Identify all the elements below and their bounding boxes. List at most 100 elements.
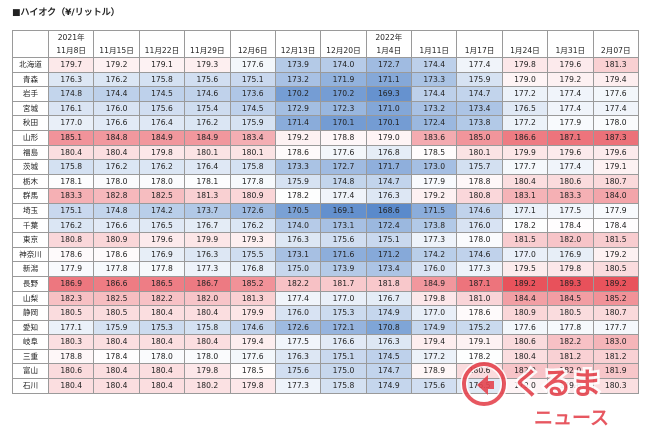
price-cell: 172.6 [229,202,276,219]
price-cell: 180.4 [138,363,186,380]
prefecture-cell: 群馬 [12,188,49,204]
price-cell: 189.3 [547,275,594,292]
price-cell: 184.9 [138,129,186,146]
prefecture-cell: 栃木 [12,173,49,190]
price-cell: 184.5 [547,290,594,307]
price-cell: 180.4 [93,144,140,161]
price-cell: 180.3 [592,378,639,394]
price-cell: 178.6 [47,246,95,263]
price-cell: 175.9 [229,115,276,131]
price-cell: 179.8 [501,57,549,73]
prefecture-cell: 福島 [12,144,49,161]
price-cell: 179.6 [547,57,594,73]
price-cell: 178.1 [47,173,95,190]
price-cell: 173.9 [274,57,322,73]
price-cell: 177.6 [229,348,276,365]
price-cell: 174.6 [184,86,231,102]
price-cell: 174.6 [456,246,503,263]
price-cell: 170.5 [274,202,322,219]
price-cell: 174.6 [456,202,503,219]
price-cell: 177.5 [547,202,594,219]
price-cell: 175.6 [410,378,458,394]
prefecture-cell: 岩手 [12,86,49,102]
prefecture-cell: 東京 [12,232,49,248]
price-cell: 179.8 [138,144,186,161]
prefecture-cell: 愛知 [12,319,49,336]
price-cell: 180.4 [47,144,95,161]
header-date: 1月31日 [547,44,594,58]
price-cell: 181.8 [365,275,413,292]
header-year [547,30,594,44]
header-year [184,30,231,44]
price-cell: 175.8 [138,71,186,88]
header-date: 12月6日 [229,44,276,58]
price-cell: 177.7 [501,159,549,175]
header-date: 2月07日 [592,44,639,58]
price-cell: 180.4 [47,378,95,394]
price-cell: 181.3 [229,290,276,307]
price-cell: 183.4 [229,129,276,146]
price-cell: 177.1 [47,319,95,336]
price-cell: 178.4 [592,217,639,234]
price-cell: 173.4 [365,261,413,277]
price-cell: 186.6 [93,275,140,292]
price-cell: 178.0 [138,173,186,190]
price-cell: 176.8 [365,144,413,161]
header-year [320,30,367,44]
price-cell: 180.4 [93,363,140,380]
price-cell: 171.0 [365,100,413,117]
price-cell: 173.2 [274,71,322,88]
price-cell: 178.9 [410,363,458,380]
price-cell: 177.0 [320,290,367,307]
price-cell: 177.0 [47,115,95,131]
price-cell: 179.0 [501,71,549,88]
price-cell: 179.2 [592,246,639,263]
price-cell: 173.2 [410,100,458,117]
price-cell: 186.5 [138,275,186,292]
price-cell: 175.9 [274,173,322,190]
prefecture-cell: 岐阜 [12,334,49,350]
price-cell: 177.4 [547,86,594,102]
header-date: 1月11日 [410,44,458,58]
price-cell: 176.7 [184,217,231,234]
price-cell: 177.0 [501,246,549,263]
price-cell: 181.2 [547,348,594,365]
price-cell: 177.8 [93,261,140,277]
price-cell: 182.0 [547,232,594,248]
price-cell: 170.1 [365,115,413,131]
price-cell: 175.8 [47,159,95,175]
prefecture-cell: 神奈川 [12,246,49,263]
table-row: 青森 176.3 176.2 175.8 175.6 175.1 173.2 171.9 171… [12,71,639,88]
price-cell: 175.1 [320,348,367,365]
table-row: 茨城 175.8 176.2 176.2 176.4 175.8 173.3 172.7 171… [12,159,639,175]
price-cell: 172.4 [410,115,458,131]
price-cell: 179.8 [547,261,594,277]
price-cell: 173.0 [410,159,458,175]
price-cell: 177.8 [229,173,276,190]
price-cell: 171.9 [320,71,367,88]
table-row: 東京 180.8 180.9 179.6 179.9 179.3 176.3 175.6 175… [12,232,639,248]
price-cell: 176.3 [184,246,231,263]
price-cell: 173.3 [410,71,458,88]
price-cell: 177.6 [592,86,639,102]
price-cell: 177.9 [592,202,639,219]
price-cell: 172.1 [320,319,367,336]
price-cell: 178.6 [274,144,322,161]
price-cell: 176.2 [93,71,140,88]
table-row: 埼玉 175.1 174.8 174.2 173.7 172.6 170.5 169.1 168… [12,202,639,219]
table-body: 北海道 179.7 179.2 179.1 179.3 177.6 173.9 174.0 17… [12,57,639,394]
price-cell: 182.2 [138,290,186,307]
price-cell: 174.0 [274,217,322,234]
price-cell: 174.4 [410,86,458,102]
price-cell: 176.9 [138,246,186,263]
price-cell: 178.0 [138,348,186,365]
table-row: 富山 180.6 180.4 180.4 179.8 178.5 175.6 175.0 174… [12,363,639,380]
price-cell: 179.3 [184,57,231,73]
price-cell: 180.6 [47,363,95,380]
price-cell: 174.2 [138,202,186,219]
price-cell: 176.0 [274,305,322,321]
header-date: 11月22日 [138,44,186,58]
price-cell: 179.9 [229,305,276,321]
price-cell: 182.0 [184,290,231,307]
prefecture-cell: 石川 [12,378,49,394]
